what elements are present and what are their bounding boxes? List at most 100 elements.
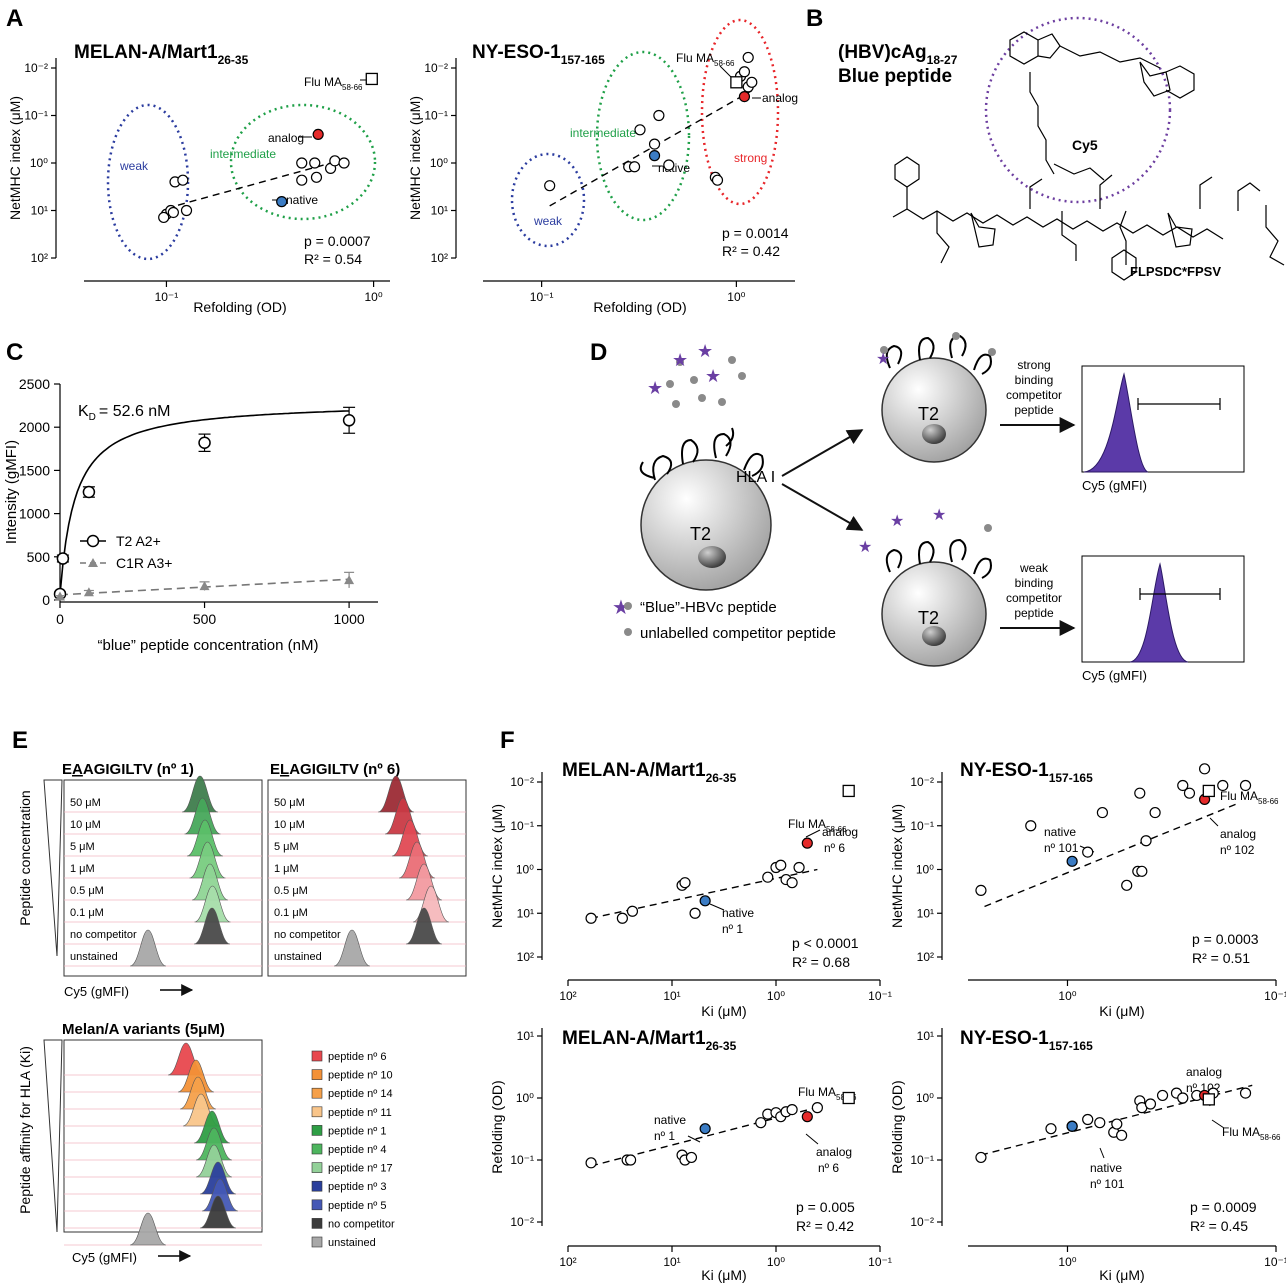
legend-c1r-marker [88,558,98,567]
svg-text:peptide: peptide [1014,403,1054,417]
r-squared: R² = 0.51 [1192,950,1250,966]
data-point [1140,835,1152,847]
data-point [1149,806,1161,819]
t2-label: T2 [918,404,939,424]
data-point [177,174,189,186]
svg-text:competitor: competitor [1006,591,1062,605]
panel-e1-title: EAAGIGILTV (nº 1) [62,761,194,778]
data-point [625,1154,637,1166]
row-label: unstained [70,951,118,963]
x-axis-label: Ki (μM) [1099,1003,1144,1019]
panel-letter-e: E [12,727,28,754]
analog-label: analog [822,825,858,839]
variants-title: Melan/A variants (5μM) [62,1021,225,1038]
svg-text:★: ★ [876,351,890,368]
hla-label: HLA I [736,469,775,486]
p-value: p < 0.0001 [792,935,859,951]
flu-point [842,1091,855,1105]
x-axis-label: Ki (μM) [701,1003,746,1019]
concentration-axis: Peptide concentration [17,790,33,925]
native-leader [1099,1147,1105,1159]
regression-line [549,90,753,207]
histogram-peak [129,1212,167,1246]
data-point [585,912,597,924]
data-point [1183,787,1196,799]
intermediate-label: intermediate [570,126,636,140]
y-tick-label: 10⁻¹ [424,109,448,123]
highlight-point [738,90,751,103]
y-tick-label: 10² [431,251,448,265]
x-tick-label: 10⁰ [767,1255,785,1269]
legend-label: peptide nº 11 [328,1107,392,1119]
y-tick-label: 10⁻¹ [910,819,934,833]
data-point [329,155,341,167]
legend-swatch [311,1180,323,1192]
panel-letter-f: F [500,727,515,754]
affinity-axis: Peptide affinity for HLA (Ki) [17,1046,33,1214]
x-tick-label: 10⁰ [727,290,745,304]
y-tick-label: 10² [917,950,934,964]
flu-label: Flu MA58-66 [1220,789,1279,806]
r-squared: R² = 0.68 [792,954,850,970]
flu-label: Flu MA58-66 [1222,1125,1281,1142]
x-tick-label: 10⁰ [1058,1255,1076,1269]
data-point [738,66,751,78]
chart-title: NY-ESO-1157-165 [960,760,1093,785]
native-num: nº 1 [654,1129,675,1143]
histogram-peak [179,1076,217,1110]
c1r-point [55,591,65,601]
panel-letter-a: A [6,5,23,32]
panel-letter-c: C [6,339,23,366]
y-tick-label: 10⁻² [424,61,448,75]
y-tick-label: 2000 [19,419,50,435]
y-tick-label: 10¹ [917,906,934,920]
histogram-peak [186,819,224,857]
data-point [634,124,646,136]
svg-text:strong: strong [1017,358,1050,372]
native-label: native [654,1113,686,1127]
y-tick-label: 10¹ [517,1029,534,1043]
svg-text:binding: binding [1015,576,1054,590]
highlight-point [1066,1120,1078,1132]
row-label: no competitor [70,929,137,941]
data-point [663,159,675,171]
chart-a-melan: MELAN-A/Mart126-35 NetMHC index (μM) Ref… [7,42,390,315]
data-point [1025,820,1037,832]
row-label: 0.5 μM [274,885,308,897]
flu-point [365,72,378,86]
data-point [762,871,774,883]
highlight-point [276,196,288,208]
legend-swatch [311,1087,323,1099]
r-squared: R² = 0.45 [1190,1218,1248,1234]
chart-title: MELAN-A/Mart126-35 [562,760,737,785]
data-point [1134,787,1146,799]
data-point [167,206,179,219]
y-tick-label: 10⁻² [510,775,534,789]
y-tick-label: 10² [517,950,534,964]
x-tick-label: 10⁻¹ [868,1255,892,1269]
chart-title: NY-ESO-1157-165 [960,1028,1093,1053]
data-point [296,157,308,169]
arrow-to-weak [781,483,864,531]
histogram-weak: Cy5 (gMFI) [1081,555,1245,683]
data-point [1082,1113,1094,1126]
panel-letter-d: D [590,339,607,366]
data-point [775,859,787,871]
data-point [793,861,805,874]
analog-label: analog [268,131,304,145]
y-tick-label: 10⁻² [510,1215,534,1229]
data-point [1199,763,1211,775]
x-axis-label: Refolding (OD) [193,299,286,315]
histogram-peak [199,1195,237,1229]
x-tick-label: 1000 [334,611,365,627]
histogram-peak [184,797,221,835]
native-leader [709,903,725,911]
t2-point [56,552,70,565]
svg-text:competitor: competitor [1006,388,1062,402]
data-point [653,109,665,122]
native-num: nº 101 [1090,1177,1125,1191]
histogram-peak [194,885,231,923]
highlight-point [801,1111,813,1123]
y-axis-label: Intensity (gMFI) [3,440,20,544]
flu-point [1202,1093,1215,1106]
